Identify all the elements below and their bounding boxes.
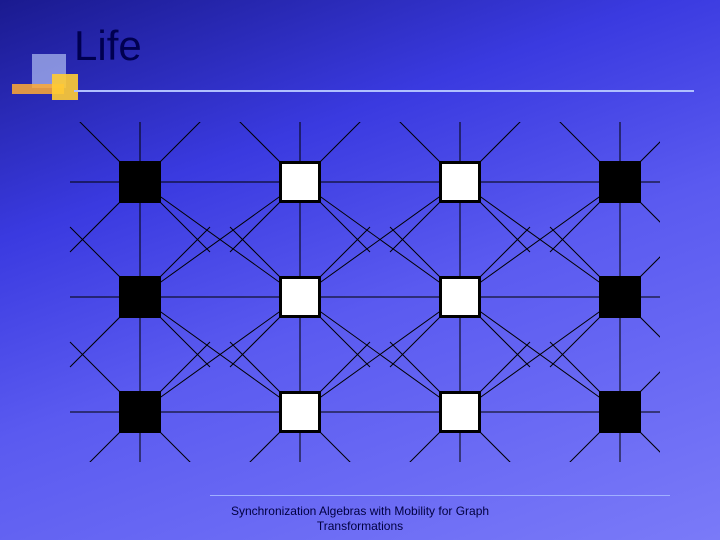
footer-rule [210,495,670,496]
grid-node [599,391,641,433]
footer-line-1: Synchronization Algebras with Mobility f… [231,504,489,518]
grid-node [439,391,481,433]
grid-node [119,391,161,433]
grid-node [279,391,321,433]
grid-node [119,276,161,318]
grid-node [439,276,481,318]
grid-node [279,161,321,203]
grid-node [119,161,161,203]
grid-diagram [60,122,660,462]
grid-node [439,161,481,203]
grid-node [599,161,641,203]
grid-node [279,276,321,318]
title-underline [74,90,694,92]
page-title: Life [74,22,142,70]
grid-node [599,276,641,318]
footer: Synchronization Algebras with Mobility f… [0,504,720,534]
accent-square-yellow [52,74,78,100]
footer-line-2: Transformations [317,519,403,533]
